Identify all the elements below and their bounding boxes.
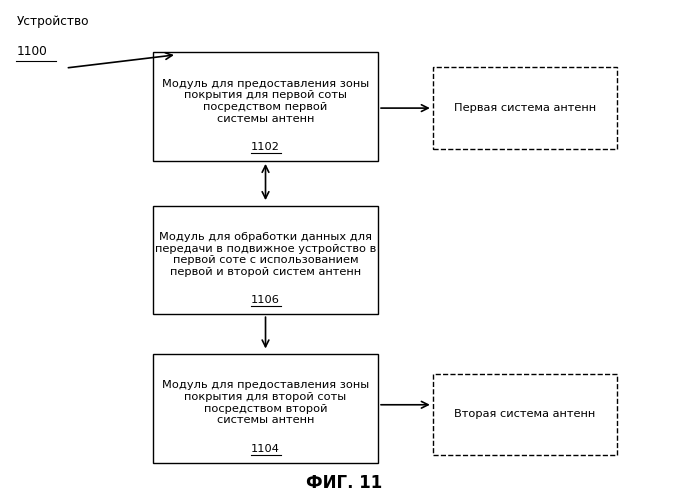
Text: 1104: 1104 (251, 444, 280, 454)
Text: Модуль для обработки данных для
передачи в подвижное устройство в
первой соте с : Модуль для обработки данных для передачи… (155, 232, 376, 277)
Text: Модуль для предоставления зоны
покрытия для второй соты
посредством второй
систе: Модуль для предоставления зоны покрытия … (162, 380, 369, 425)
Text: 1102: 1102 (251, 142, 280, 152)
Text: 1106: 1106 (251, 296, 280, 306)
Text: 1100: 1100 (17, 45, 47, 58)
Text: ФИГ. 11: ФИГ. 11 (306, 474, 382, 492)
Text: Устройство: Устройство (17, 15, 89, 28)
Text: Первая система антенн: Первая система антенн (454, 103, 596, 113)
Text: Модуль для предоставления зоны
покрытия для первой соты
посредством первой
систе: Модуль для предоставления зоны покрытия … (162, 79, 369, 124)
Text: Вторая система антенн: Вторая система антенн (454, 410, 596, 420)
